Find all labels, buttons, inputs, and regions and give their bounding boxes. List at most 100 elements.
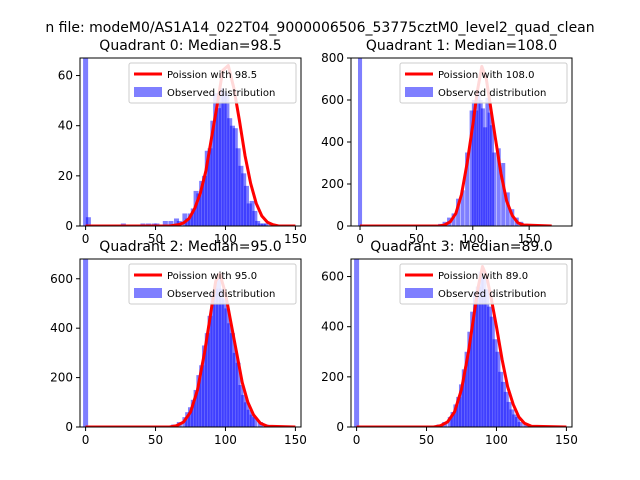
histogram-bar bbox=[235, 362, 241, 427]
histogram-bar bbox=[464, 351, 470, 427]
histogram-bar bbox=[173, 218, 180, 226]
histogram-bar bbox=[460, 190, 465, 226]
histogram-bar bbox=[478, 271, 484, 427]
histogram-bar bbox=[201, 345, 208, 427]
histogram-bar bbox=[204, 333, 210, 427]
x-tick-label: 150 bbox=[284, 433, 307, 447]
legend-box bbox=[128, 62, 297, 104]
axes-frame bbox=[79, 258, 302, 428]
y-tick-label: 600 bbox=[50, 272, 73, 286]
histogram-bar bbox=[465, 152, 470, 226]
histogram-bar bbox=[506, 401, 512, 427]
histogram-bar bbox=[243, 402, 249, 427]
histogram-bar bbox=[218, 288, 224, 427]
histogram-bar bbox=[187, 213, 194, 226]
histogram-bar bbox=[458, 384, 465, 427]
histogram-bar bbox=[456, 198, 461, 226]
histogram-bar bbox=[500, 381, 506, 427]
legend-bar-swatch bbox=[405, 288, 433, 298]
histogram-bar bbox=[517, 421, 523, 427]
histogram-bar bbox=[238, 385, 244, 427]
histogram-bar bbox=[201, 175, 208, 226]
histogram-bar bbox=[481, 276, 487, 427]
histogram-bar bbox=[243, 185, 249, 226]
histogram-bar bbox=[207, 148, 213, 226]
histogram-bar bbox=[218, 88, 224, 226]
x-tick-label: 100 bbox=[461, 232, 484, 246]
x-tick-label: 0 bbox=[356, 232, 364, 246]
legend: Poission with 108.0 Observed distribution bbox=[399, 62, 568, 104]
plot-area bbox=[83, 58, 296, 226]
legend-label: Observed distribution bbox=[438, 88, 546, 99]
histogram-bar bbox=[476, 91, 481, 226]
legend: Poission with 95.0 Observed distribution bbox=[128, 263, 297, 305]
histogram-bar bbox=[213, 93, 219, 226]
histogram-bar bbox=[498, 371, 504, 427]
histogram-bar bbox=[357, 58, 363, 226]
histogram-bar bbox=[232, 352, 238, 427]
histogram-bar bbox=[224, 93, 230, 226]
y-tick-label: 400 bbox=[321, 135, 344, 149]
y-tick-label: 0 bbox=[65, 219, 73, 233]
histogram-bar bbox=[501, 163, 506, 226]
y-tick-label: 600 bbox=[321, 93, 344, 107]
histogram-bar bbox=[453, 404, 459, 427]
histogram-bar bbox=[235, 148, 241, 226]
histogram-bar bbox=[485, 97, 490, 226]
histogram-bar bbox=[215, 278, 221, 427]
histogram-bar bbox=[492, 339, 498, 427]
histogram-bar bbox=[467, 331, 473, 427]
histogram-bar bbox=[162, 220, 168, 226]
histogram-bar bbox=[472, 291, 479, 427]
histogram-bar bbox=[478, 100, 483, 226]
subplot-quadrant-1: 0 50 100 150 0 200 400 600 800 Quadrant 1: Median… bbox=[321, 38, 573, 246]
histogram-bar bbox=[480, 108, 485, 226]
legend-label: Observed distribution bbox=[167, 289, 275, 300]
x-tick-label: 100 bbox=[214, 232, 237, 246]
histogram-bar bbox=[196, 193, 202, 226]
histogram-bar bbox=[450, 411, 456, 427]
histogram-bar bbox=[199, 180, 205, 226]
histogram-bar bbox=[483, 127, 488, 226]
y-tick-label: 0 bbox=[336, 420, 344, 434]
figure-suptitle: n file: modeM0/AS1A14_022T04_9000006506_… bbox=[45, 20, 594, 36]
histogram-bar bbox=[199, 365, 205, 427]
histogram-bar bbox=[190, 399, 196, 427]
x-tick-label: 150 bbox=[518, 232, 541, 246]
subplot-quadrant-0: 0 50 100 150 0 20 40 60 Quadrant 0: Median=98.5 P… bbox=[58, 38, 307, 246]
histogram-bar bbox=[514, 416, 520, 427]
histogram-bar bbox=[470, 311, 476, 427]
x-tick-label: 150 bbox=[284, 232, 307, 246]
histogram-bar bbox=[249, 414, 255, 427]
histogram-bar bbox=[232, 128, 238, 226]
histogram-bar bbox=[196, 375, 202, 427]
plot-area bbox=[354, 259, 567, 427]
x-tick-label: 100 bbox=[214, 433, 237, 447]
y-tick-label: 20 bbox=[58, 169, 73, 183]
x-tick-label: 100 bbox=[485, 433, 508, 447]
histogram-bar bbox=[224, 308, 230, 427]
histogram-bar bbox=[249, 200, 255, 226]
histogram-bar bbox=[486, 306, 492, 427]
y-tick-label: 400 bbox=[321, 320, 344, 334]
histogram-bar bbox=[252, 210, 258, 226]
legend: Poission with 98.5 Observed distribution bbox=[128, 62, 297, 104]
legend-label: Poission with 108.0 bbox=[438, 70, 534, 81]
x-tick-label: 50 bbox=[148, 232, 163, 246]
histogram-bar bbox=[229, 125, 235, 226]
histogram-bar bbox=[471, 100, 476, 226]
subplot-title: Quadrant 2: Median=95.0 bbox=[99, 239, 281, 255]
histogram-bar bbox=[489, 316, 495, 427]
subplot-quadrant-2: 0 50 100 150 0 200 400 600 Quadrant 2: Median=95… bbox=[50, 239, 307, 447]
histogram-bar bbox=[263, 223, 269, 226]
histogram-bar bbox=[474, 110, 479, 226]
histogram-bar bbox=[512, 414, 518, 427]
x-tick-label: 150 bbox=[555, 433, 578, 447]
axes-frame bbox=[350, 258, 573, 428]
y-tick-label: 800 bbox=[321, 51, 344, 65]
legend: Poission with 89.0 Observed distribution bbox=[399, 263, 568, 305]
x-tick-label: 0 bbox=[82, 433, 90, 447]
y-tick-label: 400 bbox=[50, 321, 73, 335]
histogram-bar bbox=[456, 396, 462, 427]
